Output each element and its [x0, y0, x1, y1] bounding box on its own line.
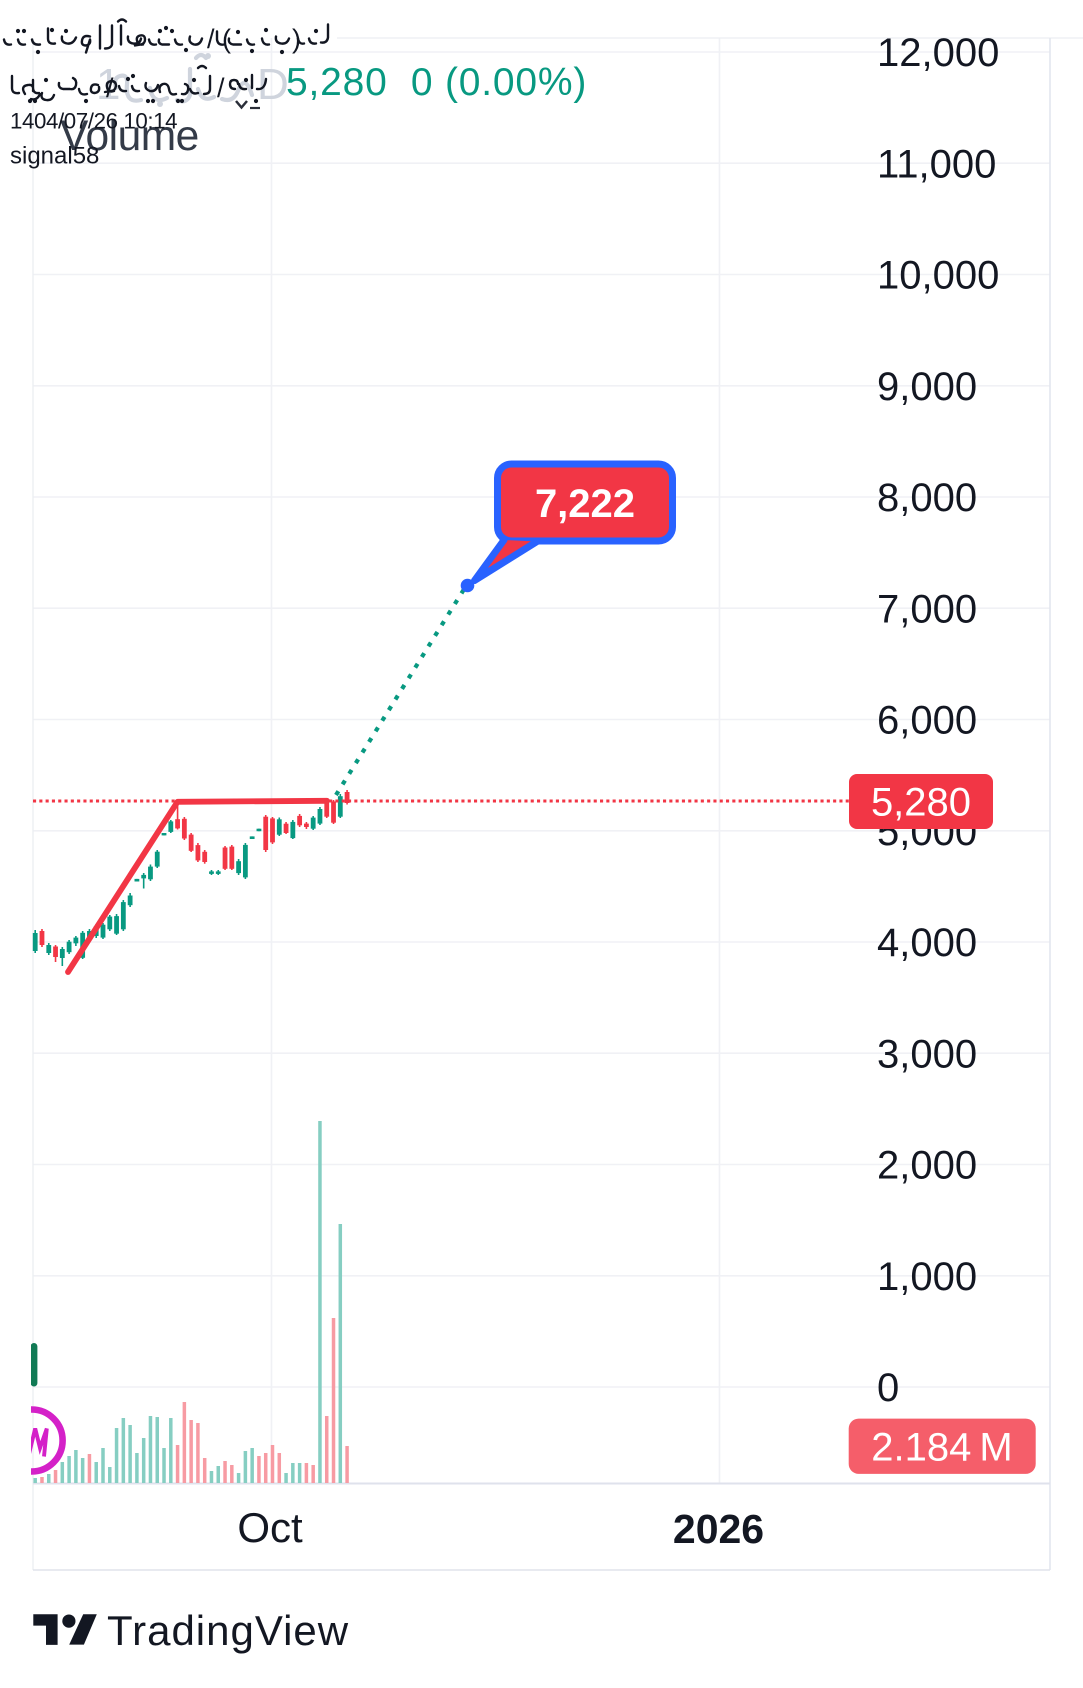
svg-text:2.184 M: 2.184 M [871, 1426, 1012, 1470]
svg-text:4,000: 4,000 [877, 921, 977, 965]
svg-text:11,000: 11,000 [877, 142, 996, 186]
svg-text:7,222: 7,222 [535, 482, 635, 526]
svg-text:7,000: 7,000 [877, 588, 977, 632]
svg-text:12,000: 12,000 [877, 31, 999, 75]
svg-text:/: / [217, 73, 225, 103]
svg-text:TradingView: TradingView [107, 1607, 349, 1654]
svg-text:): ) [292, 24, 301, 54]
svg-text:5,280: 5,280 [871, 781, 971, 825]
svg-text:1404/07/26 10:14: 1404/07/26 10:14 [10, 109, 177, 134]
svg-text:signal58: signal58 [10, 143, 99, 170]
svg-text:3,000: 3,000 [877, 1033, 977, 1077]
svg-text:9,000: 9,000 [877, 365, 977, 409]
svg-text:/ (: / ( [207, 24, 231, 54]
svg-text:/: / [106, 73, 114, 103]
svg-text:10,000: 10,000 [877, 254, 999, 298]
svg-text:2026: 2026 [673, 1506, 764, 1552]
svg-text:8,000: 8,000 [877, 476, 977, 520]
svg-text:5,280 0 (0.00%): 5,280 0 (0.00%) [286, 61, 587, 104]
svg-text:0: 0 [877, 1366, 899, 1410]
svg-text:Volume: Volume [60, 113, 199, 160]
svg-text:1,000: 1,000 [877, 1255, 977, 1299]
svg-text:6,000: 6,000 [877, 699, 977, 743]
svg-text:D: D [257, 60, 289, 109]
svg-text:Oct: Oct [237, 1504, 303, 1551]
svg-text:2,000: 2,000 [877, 1144, 977, 1188]
